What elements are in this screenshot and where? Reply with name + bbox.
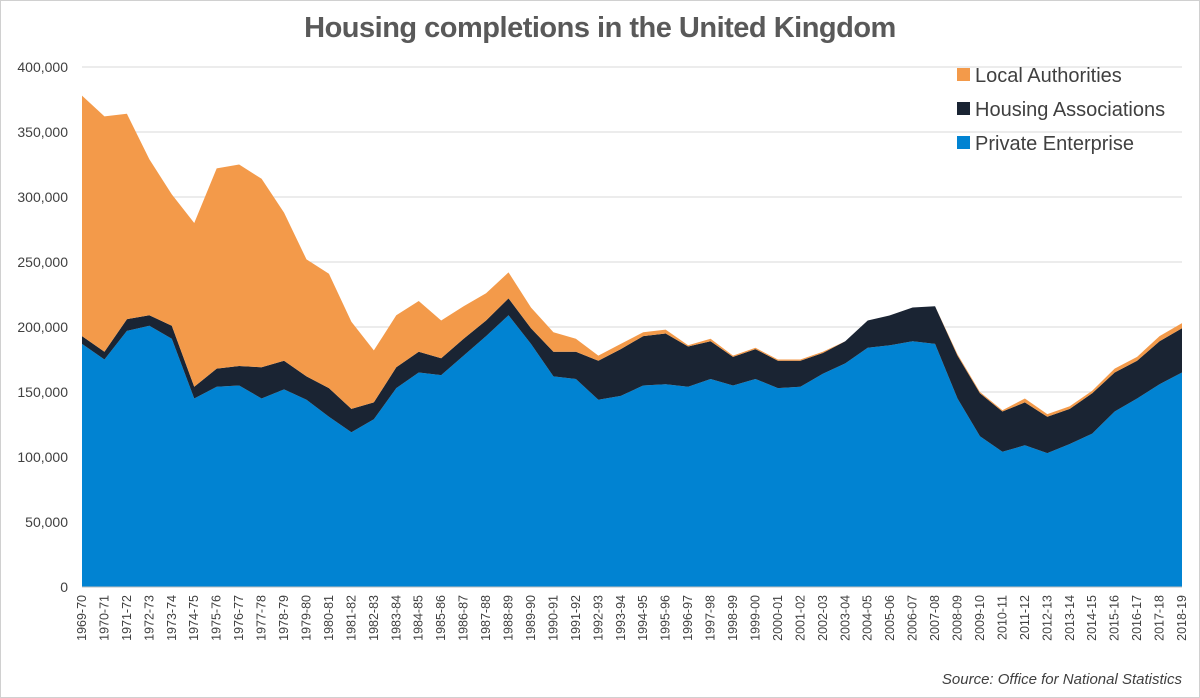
y-tick-label: 50,000 [25,514,68,530]
y-tick-label: 100,000 [17,449,68,465]
legend-swatch [957,102,970,115]
series-area-housing-associations [82,298,1182,454]
x-tick-label: 1970-71 [97,595,111,641]
series-area-private-enterprise [82,315,1182,587]
x-tick-label: 1978-79 [277,595,291,641]
x-tick-label: 1985-86 [434,595,448,641]
x-tick-label: 2016-17 [1130,595,1144,641]
y-tick-label: 300,000 [17,189,68,205]
x-tick-label: 1992-93 [591,595,605,641]
x-tick-label: 2014-15 [1085,595,1099,641]
chart-title: Housing completions in the United Kingdo… [304,12,896,44]
x-tick-label: 1988-89 [502,595,516,641]
x-tick-label: 1969-70 [75,595,89,641]
x-tick-label: 1977-78 [255,595,269,641]
x-tick-label: 1981-82 [344,595,358,641]
x-tick-label: 1989-90 [524,595,538,641]
x-tick-label: 2002-03 [816,595,830,641]
x-tick-label: 1983-84 [389,595,403,641]
x-tick-label: 1974-75 [187,595,201,641]
y-tick-label: 200,000 [17,319,68,335]
source-note: Source: Office for National Statistics [941,671,1182,688]
x-tick-label: 2012-13 [1040,595,1054,641]
x-tick-label: 2013-14 [1063,595,1077,641]
legend-label: Private Enterprise [975,133,1134,155]
y-tick-label: 150,000 [17,384,68,400]
x-tick-label: 1971-72 [120,595,134,641]
x-tick-label: 2008-09 [951,595,965,641]
x-tick-label: 1984-85 [412,595,426,641]
y-tick-label: 350,000 [17,124,68,140]
y-tick-label: 0 [60,579,68,595]
legend-label: Housing Associations [975,99,1165,121]
x-tick-label: 1999-00 [748,595,762,641]
x-tick-label: 1987-88 [479,595,493,641]
x-tick-label: 2005-06 [883,595,897,641]
x-tick-label: 1976-77 [232,595,246,641]
x-tick-label: 2015-16 [1108,595,1122,641]
x-tick-label: 1979-80 [299,595,313,641]
x-tick-label: 2017-18 [1153,595,1167,641]
x-tick-label: 1982-83 [367,595,381,641]
x-tick-label: 1993-94 [614,595,628,641]
x-tick-label: 1986-87 [457,595,471,641]
y-tick-label: 250,000 [17,254,68,270]
legend-label: Local Authorities [975,65,1122,87]
x-tick-label: 1975-76 [210,595,224,641]
y-tick-label: 400,000 [17,59,68,75]
x-tick-label: 2007-08 [928,595,942,641]
x-tick-label: 1996-97 [681,595,695,641]
x-tick-label: 2010-11 [995,595,1009,640]
x-tick-label: 1995-96 [659,595,673,641]
x-tick-label: 2000-01 [771,595,785,641]
x-tick-label: 1998-99 [726,595,740,641]
x-tick-label: 1997-98 [704,595,718,641]
x-tick-label: 2011-12 [1018,595,1032,640]
x-tick-label: 1991-92 [569,595,583,641]
x-tick-label: 2004-05 [861,595,875,641]
x-tick-label: 1994-95 [636,595,650,641]
x-tick-label: 1980-81 [322,595,336,641]
x-tick-label: 2001-02 [793,595,807,641]
series-area-local-authorities [82,95,1182,417]
x-tick-label: 2009-10 [973,595,987,641]
x-tick-label: 1973-74 [165,595,179,641]
legend-swatch [957,136,970,149]
x-tick-label: 1990-91 [546,595,560,641]
x-tick-label: 2018-19 [1175,595,1189,641]
x-tick-label: 2003-04 [838,595,852,641]
legend-swatch [957,68,970,81]
x-tick-label: 1972-73 [142,595,156,641]
x-tick-label: 2006-07 [906,595,920,641]
